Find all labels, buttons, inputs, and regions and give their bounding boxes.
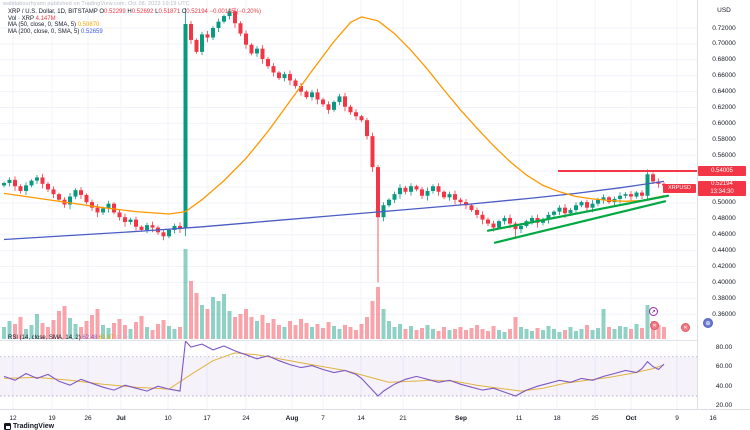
time-tick-label: 14	[357, 415, 365, 422]
chart-legend: XRP / U.S. Dollar, 1D, BITSTAMP O0.52299…	[8, 9, 261, 35]
time-tick-label: 25	[591, 415, 599, 422]
rsi-tick-label: 40.00	[715, 382, 733, 390]
price-tick-label: 0.56000	[712, 151, 736, 159]
time-tick-label: 7	[321, 415, 325, 422]
time-tick-label: 10	[164, 415, 172, 422]
rsi-ma-value: 61.87	[99, 335, 115, 341]
resistance-price-label: 0.54005	[698, 166, 746, 176]
price-tick-label: 0.40000	[712, 278, 736, 286]
price-tick-label: 0.64000	[712, 88, 736, 96]
candlesticks	[2, 7, 666, 283]
time-tick-label: Jul	[116, 415, 126, 422]
price-tick-label: 0.48000	[712, 215, 736, 223]
rsi-legend-row[interactable]: RSI (14, close, SMA, 14, 2) 62.48 61.87 …	[8, 334, 128, 341]
tradingview-logo[interactable]: TradingView	[4, 423, 54, 430]
ma50-line[interactable]	[3, 16, 665, 215]
rsi-tick-label: 60.00	[715, 363, 733, 371]
watermark: walidabourhyami published on TradingView…	[3, 1, 190, 7]
legend-volume-row[interactable]: Vol · XRP 4.147M	[8, 16, 261, 23]
volume-label: Vol · XRP	[8, 15, 34, 22]
tradingview-logo-text: TradingView	[13, 423, 55, 430]
trendlines[interactable]	[486, 194, 670, 244]
volume-bars	[2, 249, 666, 339]
time-tick-label: 9	[675, 415, 679, 422]
ma200-label: MA (200, close, 0, SMA, 5)	[8, 28, 80, 35]
high-label: H	[127, 9, 132, 15]
coin-sticker-icon[interactable]: ✕	[650, 321, 659, 330]
time-tick-label: 26	[84, 415, 92, 422]
ma200-line[interactable]	[3, 180, 665, 241]
high-value: 0.52692	[131, 9, 154, 15]
legend-ma200-row[interactable]: MA (200, close, 0, SMA, 5) 0.52659	[8, 29, 261, 36]
price-tick-label: 0.66000	[712, 72, 736, 80]
time-axis[interactable]: 12 19 26 Jul 10 17 24 Aug 7 14 21 Sep 11 18 25 Oct 9 16	[0, 409, 750, 430]
tradingview-logo-icon	[4, 423, 11, 430]
last-price-label: 0.52194 13:34:30	[698, 181, 746, 196]
price-tick-label: 0.62000	[712, 104, 736, 111]
time-tick-label: Oct	[625, 415, 637, 422]
price-tick-label: 0.50000	[712, 199, 736, 207]
time-tick-label: 18	[553, 415, 561, 422]
rsi-label: RSI (14, close, SMA, 14, 2)	[8, 335, 81, 341]
price-tick-label: 0.60000	[712, 119, 736, 127]
time-tick-label: 19	[48, 415, 56, 422]
price-axis-unit: USD	[717, 7, 731, 14]
time-tick-label: 11	[515, 415, 523, 422]
change-value: −0.00105 (−0.20%)	[209, 9, 261, 15]
price-tick-label: 0.44000	[712, 247, 736, 255]
open-value: 0.52299	[104, 9, 126, 15]
rsi-value: 62.48	[82, 335, 98, 341]
ma50-value: 0.50870	[77, 22, 100, 28]
time-tick-label: 21	[399, 415, 407, 422]
close-label: C	[181, 9, 187, 15]
price-tick-label: 0.42000	[712, 263, 736, 270]
open-label: O	[99, 9, 105, 15]
time-tick-label: Sep	[455, 415, 467, 422]
time-tick-label: Aug	[285, 415, 299, 422]
price-tick-label: 0.46000	[712, 231, 736, 239]
coin-sticker-icon[interactable]: ✕	[681, 323, 690, 332]
last-price-value: 0.52194	[711, 181, 733, 187]
rsi-line[interactable]	[3, 339, 665, 397]
rsi-hidden-plots-icon: ∅ ∅	[115, 335, 128, 341]
time-tick-label: 17	[203, 415, 211, 422]
ma50-label: MA (50, close, 0, SMA, 5)	[8, 22, 77, 28]
lightning-sticker-icon[interactable]: ↗	[649, 307, 658, 316]
globe-sticker-icon[interactable]: ⊕	[703, 318, 713, 328]
time-tick-label: 12	[9, 415, 17, 422]
time-tick-label: 24	[242, 415, 250, 422]
price-tick-label: 0.38000	[712, 294, 736, 302]
rsi-tick-label: 20.00	[715, 402, 733, 410]
ma200-value: 0.52659	[81, 28, 103, 35]
last-price-symbol-tag: XRPUSD	[663, 184, 696, 193]
legend-symbol-row[interactable]: XRP / U.S. Dollar, 1D, BITSTAMP O0.52299…	[8, 9, 261, 16]
rsi-tick-label: 80.00	[715, 343, 733, 351]
price-tick-label: 0.36000	[712, 310, 736, 318]
price-axis[interactable]: USD 0.72000 0.70000 0.68000 0.66000 0.64000 0…	[697, 0, 750, 409]
low-label: L	[155, 9, 159, 15]
close-value: 0.52194	[186, 9, 208, 15]
rsi-band	[0, 356, 697, 397]
rsi-ma-line[interactable]	[3, 352, 665, 392]
volume-value: 4.147M	[35, 15, 56, 22]
price-tick-label: 0.58000	[712, 135, 736, 143]
low-value: 0.51871	[158, 9, 181, 15]
bar-close-countdown: 13:34:30	[710, 188, 734, 195]
symbol-title: XRP / U.S. Dollar, 1D, BITSTAMP	[8, 9, 98, 15]
price-tick-label: 0.68000	[712, 56, 736, 64]
time-tick-label: 16	[709, 415, 717, 422]
price-tick-label: 0.70000	[712, 40, 736, 48]
legend-ma50-row[interactable]: MA (50, close, 0, SMA, 5) 0.50870	[8, 22, 261, 29]
price-tick-label: 0.72000	[712, 24, 736, 32]
